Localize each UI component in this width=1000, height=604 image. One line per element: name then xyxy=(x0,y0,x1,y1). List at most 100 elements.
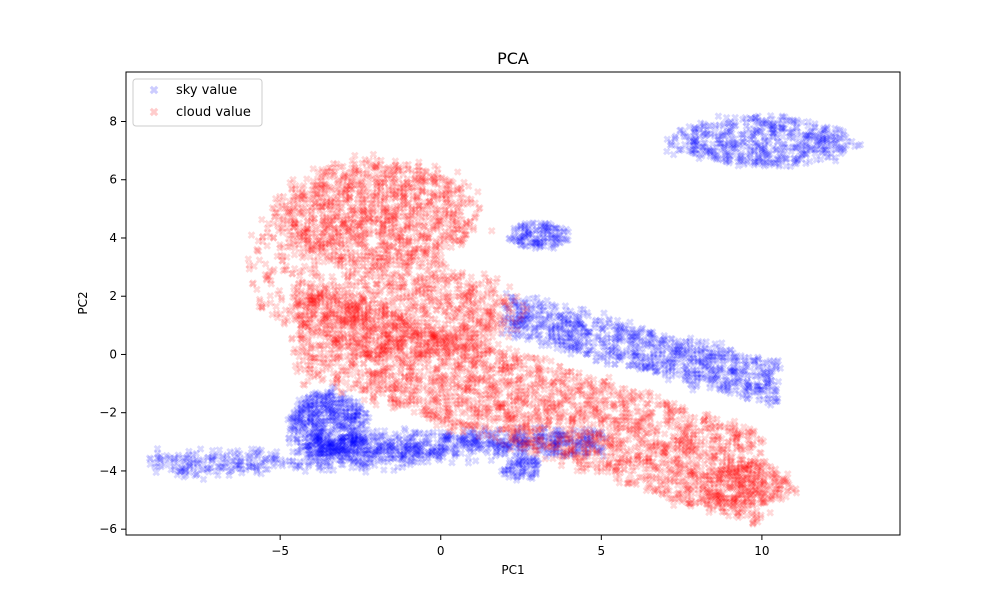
data-point xyxy=(531,236,540,244)
data-point xyxy=(781,143,789,151)
data-point xyxy=(815,135,823,143)
data-point xyxy=(700,122,708,130)
data-point xyxy=(720,143,729,151)
data-point xyxy=(718,129,727,137)
data-point xyxy=(519,234,527,242)
data-point xyxy=(714,139,723,148)
data-point xyxy=(758,146,766,154)
data-point xyxy=(726,141,735,149)
data-point xyxy=(551,225,559,233)
data-point xyxy=(724,119,733,128)
data-point xyxy=(696,150,705,158)
data-point xyxy=(830,140,839,149)
data-point xyxy=(539,238,547,247)
data-point xyxy=(690,145,699,153)
data-point xyxy=(547,357,555,365)
data-point xyxy=(736,155,745,164)
data-point xyxy=(688,148,697,157)
data-point xyxy=(552,224,560,233)
data-point xyxy=(778,143,787,152)
data-point xyxy=(809,127,817,136)
data-point xyxy=(830,135,839,144)
data-point xyxy=(742,128,751,137)
data-point xyxy=(806,128,815,137)
data-point xyxy=(679,128,687,137)
data-point xyxy=(764,150,773,158)
data-point xyxy=(548,231,556,239)
data-point xyxy=(798,146,807,154)
data-point xyxy=(600,309,608,317)
data-point xyxy=(746,114,755,123)
data-point xyxy=(544,223,553,231)
data-point xyxy=(827,139,836,148)
data-point xyxy=(767,125,776,134)
data-point xyxy=(751,114,760,122)
data-point xyxy=(751,157,759,165)
data-point xyxy=(535,243,544,251)
data-point xyxy=(769,143,777,152)
data-point xyxy=(551,240,560,249)
data-point xyxy=(754,142,762,151)
data-point xyxy=(693,141,701,150)
data-point xyxy=(710,129,718,138)
data-point xyxy=(758,144,766,152)
data-point xyxy=(526,228,534,236)
data-point xyxy=(754,119,763,127)
data-point xyxy=(710,151,718,160)
data-point xyxy=(744,159,752,167)
data-point xyxy=(759,155,767,164)
data-point xyxy=(783,155,791,163)
data-point xyxy=(712,155,721,163)
data-point xyxy=(755,157,764,166)
data-point xyxy=(551,223,560,232)
data-point xyxy=(729,144,738,152)
data-point xyxy=(691,134,699,143)
data-point xyxy=(754,117,762,125)
data-point xyxy=(711,123,720,132)
data-point xyxy=(738,130,747,139)
data-point xyxy=(690,149,699,158)
data-point xyxy=(732,144,740,153)
data-point xyxy=(691,137,700,145)
data-point xyxy=(840,131,848,139)
data-point xyxy=(525,233,533,241)
data-point xyxy=(837,143,845,151)
data-point xyxy=(789,118,798,127)
data-point xyxy=(735,157,743,166)
data-point xyxy=(799,150,807,159)
data-point xyxy=(739,156,747,165)
data-point xyxy=(531,234,540,243)
data-point xyxy=(718,156,727,164)
data-point xyxy=(780,140,788,148)
data-point xyxy=(713,143,721,152)
data-point xyxy=(736,130,745,139)
data-point xyxy=(714,136,722,144)
data-point xyxy=(746,135,755,144)
data-point xyxy=(730,122,739,130)
data-point xyxy=(759,134,768,142)
data-point xyxy=(761,142,769,151)
data-point xyxy=(747,135,755,144)
data-point xyxy=(712,154,720,162)
data-point xyxy=(722,157,731,166)
data-point xyxy=(730,135,739,144)
data-point xyxy=(521,223,530,231)
data-point xyxy=(732,138,741,147)
data-point xyxy=(823,153,832,161)
data-point xyxy=(767,157,775,166)
data-point xyxy=(511,231,519,240)
data-point xyxy=(515,237,524,246)
data-point xyxy=(680,132,689,141)
data-point xyxy=(549,241,557,249)
data-point xyxy=(722,157,730,166)
data-point xyxy=(685,122,693,131)
data-point xyxy=(797,151,805,159)
data-point xyxy=(706,152,714,160)
data-point xyxy=(689,137,698,145)
data-point xyxy=(709,153,718,162)
data-point xyxy=(539,234,548,242)
data-point xyxy=(360,396,369,404)
data-point xyxy=(818,136,827,145)
data-point xyxy=(791,157,800,165)
data-point xyxy=(773,145,782,153)
